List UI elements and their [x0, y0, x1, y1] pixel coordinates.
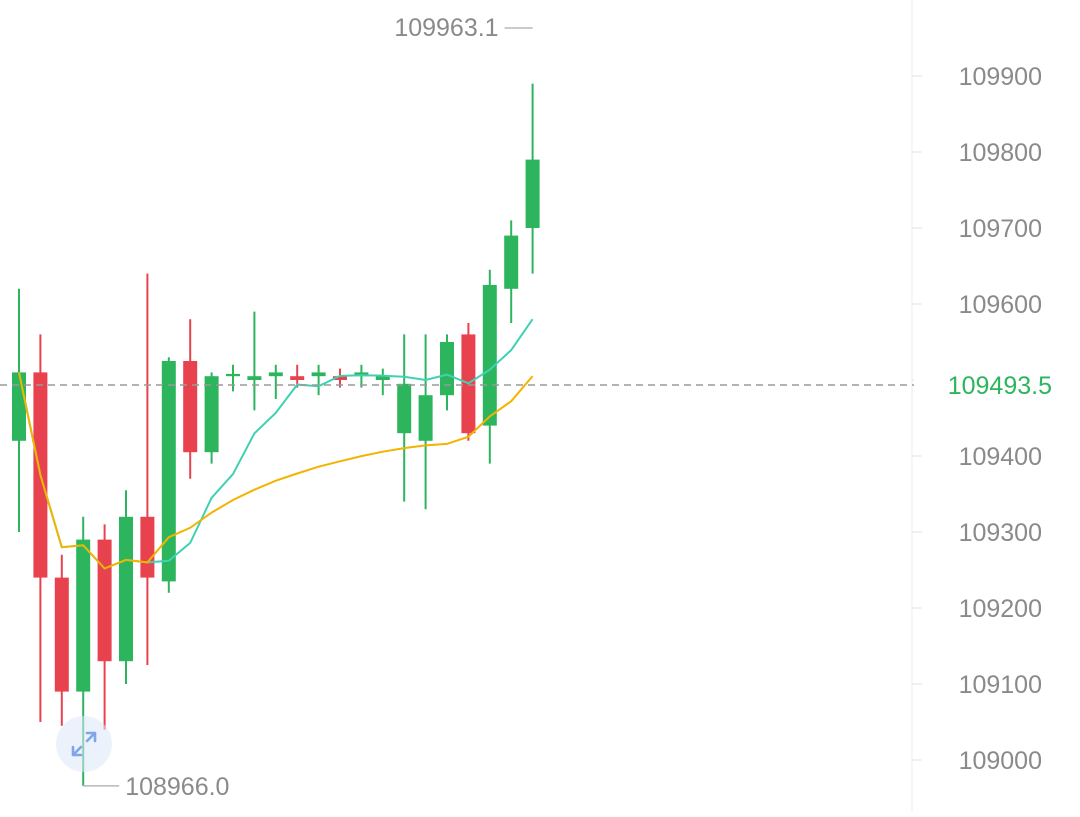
y-tick-label: 109300 [959, 519, 1042, 547]
expand-arrows-icon [71, 731, 97, 757]
y-tick-label: 109400 [959, 443, 1042, 471]
candle-up [375, 376, 390, 380]
candle-up [226, 373, 240, 377]
y-tick-label: 109900 [959, 63, 1042, 91]
candle-up [418, 395, 433, 441]
low-marker-label: 108966.0 [125, 773, 229, 801]
candle-down [140, 516, 155, 578]
y-tick-label: 109100 [959, 671, 1042, 699]
candle-up [119, 516, 133, 662]
candle-up [247, 376, 262, 380]
ma-slow-line [18, 372, 534, 570]
candle-down [333, 376, 347, 380]
expand-chart-button[interactable] [56, 716, 112, 772]
candle-up [311, 372, 326, 377]
candle-up [440, 342, 454, 396]
candle-up [525, 159, 540, 228]
ma-fast-line [18, 318, 534, 570]
candle-up [504, 235, 519, 289]
candle-down [290, 376, 305, 380]
candle-up [268, 372, 283, 377]
candle-down [97, 539, 112, 662]
y-tick-label: 109700 [959, 215, 1042, 243]
candle-up [397, 383, 412, 434]
y-tick-label: 109200 [959, 595, 1042, 623]
candle-down [54, 577, 69, 692]
y-tick-label: 109600 [959, 291, 1042, 319]
current-price-label-bg [914, 362, 1078, 407]
candle-up [204, 376, 219, 453]
candle-up [482, 285, 497, 426]
high-marker-label: 109963.1 [394, 14, 498, 42]
candle-down [183, 361, 198, 453]
current-price-label: 109493.5 [948, 372, 1052, 400]
candle-up [76, 539, 91, 692]
y-tick-label: 109000 [959, 747, 1042, 775]
candle-up [161, 361, 176, 582]
y-tick-label: 109800 [959, 139, 1042, 167]
candle-up [12, 372, 26, 441]
